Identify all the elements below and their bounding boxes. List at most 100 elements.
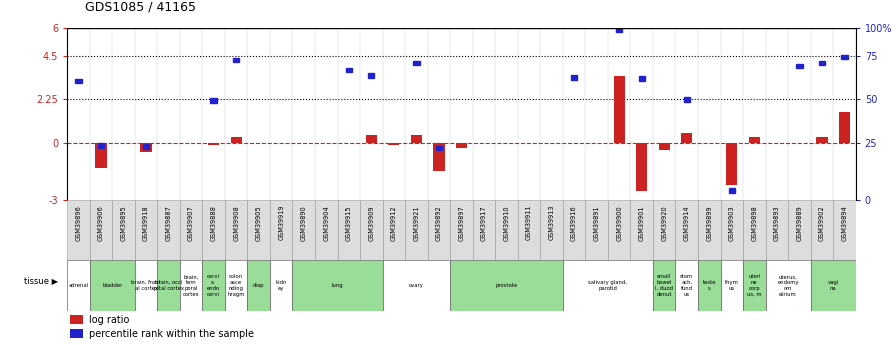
Text: GSM39899: GSM39899	[706, 205, 712, 240]
Bar	[292, 260, 383, 310]
Bar	[67, 200, 90, 260]
Bar	[726, 142, 737, 185]
Text: adrenal: adrenal	[68, 283, 89, 288]
Text: GSM39906: GSM39906	[98, 205, 104, 241]
Text: GSM39907: GSM39907	[188, 205, 194, 241]
Bar	[230, 137, 242, 142]
Bar	[788, 200, 811, 260]
Text: log ratio: log ratio	[90, 315, 130, 325]
Text: GSM39889: GSM39889	[797, 205, 802, 241]
Text: lung: lung	[332, 283, 343, 288]
Bar	[247, 200, 270, 260]
Bar	[71, 329, 83, 338]
Bar	[653, 200, 676, 260]
Text: GSM39912: GSM39912	[391, 205, 397, 240]
Bar	[728, 188, 735, 193]
Bar	[473, 200, 495, 260]
Bar	[366, 135, 377, 142]
Bar	[158, 200, 180, 260]
Bar	[684, 97, 690, 101]
Bar	[681, 133, 693, 142]
Bar	[743, 260, 765, 310]
Text: brain,
tem
poral
cortex: brain, tem poral cortex	[183, 274, 200, 297]
Text: GSM39913: GSM39913	[548, 205, 555, 240]
Bar	[614, 76, 625, 142]
Text: GSM39916: GSM39916	[571, 205, 577, 240]
Text: GSM39887: GSM39887	[166, 205, 171, 241]
Bar	[383, 200, 405, 260]
Bar	[427, 200, 450, 260]
Bar	[346, 68, 352, 72]
Bar	[338, 200, 360, 260]
Bar	[676, 260, 698, 310]
Text: GSM39909: GSM39909	[368, 205, 375, 240]
Text: teste
s: teste s	[702, 280, 716, 291]
Bar	[360, 200, 383, 260]
Bar	[202, 200, 225, 260]
Bar	[434, 142, 444, 171]
Bar	[270, 200, 292, 260]
Bar	[765, 260, 811, 310]
Text: GSM39901: GSM39901	[639, 205, 644, 240]
Text: GSM39890: GSM39890	[301, 205, 306, 241]
Bar	[749, 137, 760, 142]
Text: GSM39921: GSM39921	[413, 205, 419, 240]
Bar	[833, 200, 856, 260]
Bar	[134, 200, 158, 260]
Bar	[435, 146, 442, 150]
Text: GDS1085 / 41165: GDS1085 / 41165	[85, 1, 196, 14]
Text: cervi
x,
endo
cervi: cervi x, endo cervi	[207, 274, 220, 297]
Bar	[811, 260, 856, 310]
Bar	[636, 142, 647, 190]
Bar	[270, 260, 292, 310]
Text: GSM39914: GSM39914	[684, 205, 690, 240]
Bar	[98, 144, 104, 148]
Text: tissue ▶: tissue ▶	[24, 276, 58, 285]
Text: diap: diap	[253, 283, 264, 288]
Bar	[839, 112, 850, 142]
Bar	[410, 135, 422, 142]
Text: GSM39903: GSM39903	[728, 205, 735, 240]
Bar	[616, 27, 623, 32]
Bar	[208, 142, 220, 145]
Text: brain, front
al cortex: brain, front al cortex	[131, 280, 161, 291]
Text: GSM39910: GSM39910	[504, 205, 510, 240]
Text: brain, occi
pital cortex: brain, occi pital cortex	[153, 280, 184, 291]
Bar	[225, 200, 247, 260]
Bar	[841, 55, 848, 59]
Text: GSM39900: GSM39900	[616, 205, 622, 241]
Text: GSM39917: GSM39917	[481, 205, 487, 240]
Text: small
bowel
I, duod
denut: small bowel I, duod denut	[655, 274, 673, 297]
Text: uteri
ne
corp
us, m: uteri ne corp us, m	[747, 274, 762, 297]
Text: stom
ach,
fund
us: stom ach, fund us	[680, 274, 694, 297]
Text: prostate: prostate	[495, 283, 518, 288]
Text: vagi
na: vagi na	[828, 280, 839, 291]
Bar	[607, 200, 631, 260]
Bar	[571, 75, 577, 80]
Bar	[112, 200, 134, 260]
Bar	[233, 58, 239, 62]
Bar	[639, 76, 645, 80]
Bar	[142, 144, 150, 149]
Text: GSM39920: GSM39920	[661, 205, 668, 241]
Bar	[180, 260, 202, 310]
Text: GSM39905: GSM39905	[255, 205, 262, 241]
Bar	[797, 64, 803, 68]
Text: GSM39897: GSM39897	[459, 205, 464, 241]
Bar	[90, 260, 134, 310]
Bar	[292, 200, 315, 260]
Text: GSM39908: GSM39908	[233, 205, 239, 241]
Text: GSM39915: GSM39915	[346, 205, 352, 240]
Bar	[720, 200, 743, 260]
Bar	[456, 142, 467, 148]
Text: GSM39898: GSM39898	[752, 205, 757, 241]
Bar	[67, 260, 90, 310]
Bar	[211, 98, 217, 102]
Bar	[180, 200, 202, 260]
Bar	[495, 200, 518, 260]
Bar	[247, 260, 270, 310]
Bar	[653, 260, 676, 310]
Bar	[659, 142, 670, 150]
Bar	[563, 200, 585, 260]
Bar	[631, 200, 653, 260]
